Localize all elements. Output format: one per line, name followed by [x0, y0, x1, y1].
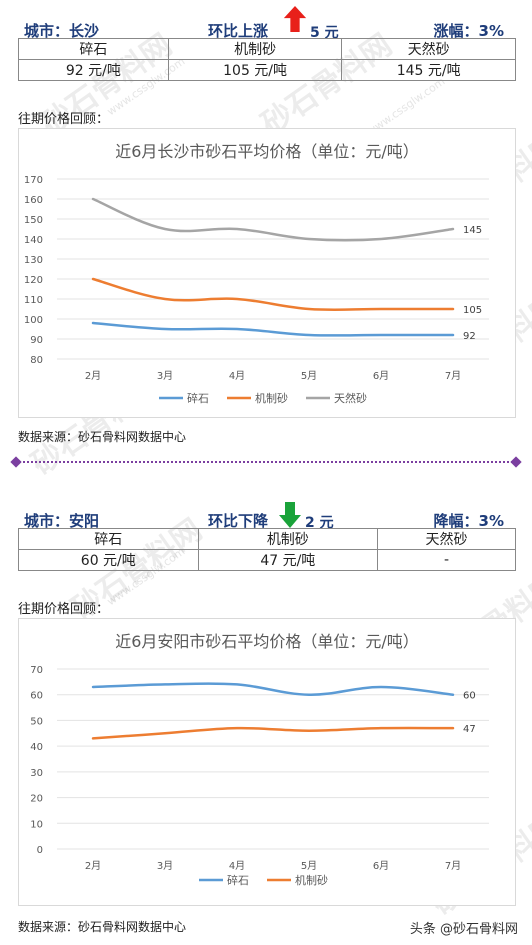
y-tick-label: 150 — [24, 215, 43, 226]
x-tick-label: 4月 — [229, 370, 245, 382]
section1-header: 城市：长沙 环比上涨 5 元 涨幅：3% — [0, 6, 532, 44]
section1-price-table: 碎石 机制砂 天然砂 92 元/吨 105 元/吨 145 元/吨 — [18, 38, 516, 81]
y-tick-label: 140 — [24, 235, 43, 246]
table-header-cell: 天然砂 — [341, 38, 516, 60]
y-tick-label: 70 — [30, 665, 43, 676]
x-tick-label: 7月 — [445, 860, 461, 872]
table-value-row: 92 元/吨 105 元/吨 145 元/吨 — [18, 59, 516, 81]
section1-chart: 近6月长沙市砂石平均价格（单位：元/吨） 80 90 100 110 120 130 140 1… — [18, 128, 516, 418]
section2-source: 数据来源：砂石骨料网数据中心 — [18, 920, 187, 934]
series-line — [91, 197, 455, 242]
data-label: 105 — [463, 305, 482, 316]
y-tick-label: 100 — [24, 315, 43, 326]
x-tick-label: 2月 — [85, 370, 101, 382]
y-tick-label: 50 — [30, 716, 43, 727]
y-tick-label: 110 — [24, 295, 43, 306]
y-tick-label: 80 — [30, 355, 43, 366]
x-tick-label: 6月 — [373, 860, 389, 872]
table-value-row: 60 元/吨 47 元/吨 - — [18, 549, 516, 571]
table-header-row: 碎石 机制砂 天然砂 — [18, 528, 516, 550]
series-line — [91, 682, 455, 696]
table-value-cell: 92 元/吨 — [18, 59, 169, 81]
section1-change-label: 环比上涨 — [208, 22, 269, 40]
section2-city: 城市：安阳 — [24, 512, 100, 530]
section2-change-pct: 降幅：3% — [433, 512, 504, 530]
y-tick-label: 160 — [24, 195, 43, 206]
x-tick-label: 5月 — [301, 860, 317, 872]
legend-label: 机制砂 — [255, 391, 288, 405]
section2-header: 城市：安阳 环比下降 2 元 降幅：3% — [0, 502, 532, 534]
table-header-cell: 机制砂 — [197, 528, 379, 550]
y-tick-label: 10 — [30, 819, 43, 830]
y-tick-label: 20 — [30, 794, 43, 805]
y-tick-label: 130 — [24, 255, 43, 266]
legend-label: 碎石 — [187, 391, 209, 405]
table-header-cell: 碎石 — [18, 528, 199, 550]
table-header-cell: 机制砂 — [167, 38, 343, 60]
x-tick-label: 2月 — [85, 860, 101, 872]
section-divider — [10, 456, 522, 468]
x-tick-label: 5月 — [301, 370, 317, 382]
chart-title: 近6月安阳市砂石平均价格（单位：元/吨） — [115, 632, 419, 651]
legend-label: 碎石 — [227, 873, 249, 887]
data-label: 47 — [463, 724, 476, 735]
legend-label: 天然砂 — [334, 391, 367, 405]
x-tick-label: 6月 — [373, 370, 389, 382]
x-tick-label: 3月 — [157, 370, 173, 382]
section2-history-label: 往期价格回顾： — [18, 602, 110, 617]
table-value-cell: - — [377, 549, 516, 571]
divider-right-diamond-icon — [510, 456, 522, 468]
section1-change-amount: 5 元 — [310, 25, 339, 41]
y-tick-label: 90 — [30, 335, 43, 346]
table-header-row: 碎石 机制砂 天然砂 — [18, 38, 516, 60]
y-tick-label: 120 — [24, 275, 43, 286]
section1-source: 数据来源：砂石骨料网数据中心 — [18, 430, 187, 444]
series-line — [91, 321, 455, 337]
y-tick-label: 40 — [30, 742, 43, 753]
footer-brand: 头条 @砂石骨料网 — [409, 922, 518, 937]
x-tick-label: 3月 — [157, 860, 173, 872]
x-tick-label: 7月 — [445, 370, 461, 382]
section1-change-pct: 涨幅：3% — [433, 22, 504, 40]
x-tick-label: 4月 — [229, 860, 245, 872]
series-line — [91, 726, 455, 740]
arrow-down-icon — [279, 502, 301, 528]
section1-city: 城市：长沙 — [24, 22, 100, 40]
table-value-cell: 60 元/吨 — [18, 549, 199, 571]
chart-anyang: 近6月安阳市砂石平均价格（单位：元/吨） 0 10 20 30 40 50 60 70 2月 3月 4… — [30, 632, 489, 887]
chart-changsha: 近6月长沙市砂石平均价格（单位：元/吨） 80 90 100 110 120 130 140 1… — [24, 142, 489, 405]
data-label: 92 — [463, 331, 476, 342]
data-label: 60 — [463, 691, 476, 702]
chart-title: 近6月长沙市砂石平均价格（单位：元/吨） — [115, 142, 419, 161]
table-header-cell: 碎石 — [18, 38, 169, 60]
table-header-cell: 天然砂 — [377, 528, 516, 550]
y-tick-label: 60 — [30, 691, 43, 702]
y-tick-label: 170 — [24, 175, 43, 186]
table-value-cell: 47 元/吨 — [197, 549, 379, 571]
y-tick-label: 30 — [30, 768, 43, 779]
legend-label: 机制砂 — [295, 873, 328, 887]
table-value-cell: 105 元/吨 — [167, 59, 343, 81]
section2-chart: 近6月安阳市砂石平均价格（单位：元/吨） 0 10 20 30 40 50 60 70 2月 3月 4… — [18, 618, 516, 906]
section2-change-amount: 2 元 — [305, 515, 334, 531]
series-line — [91, 277, 455, 312]
section2-change-label: 环比下降 — [208, 512, 269, 530]
section2-price-table: 碎石 机制砂 天然砂 60 元/吨 47 元/吨 - — [18, 528, 516, 571]
y-tick-label: 0 — [37, 845, 43, 856]
divider-left-diamond-icon — [10, 456, 22, 468]
arrow-up-icon — [283, 6, 307, 32]
data-label: 145 — [463, 225, 482, 236]
section1-history-label: 往期价格回顾： — [18, 112, 110, 127]
table-value-cell: 145 元/吨 — [341, 59, 516, 81]
